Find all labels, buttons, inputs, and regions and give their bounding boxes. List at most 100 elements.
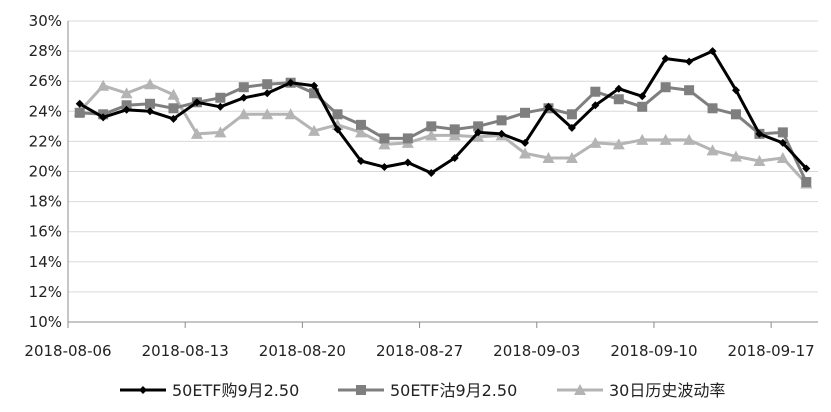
- data-point: [542, 151, 555, 163]
- y-tick-label: 16%: [29, 223, 62, 241]
- data-point: [145, 98, 156, 109]
- data-point: [402, 133, 413, 144]
- data-point: [519, 147, 532, 159]
- data-point: [284, 108, 297, 120]
- data-point: [331, 118, 344, 130]
- data-point: [565, 151, 578, 163]
- data-point: [425, 129, 438, 141]
- data-point: [591, 101, 600, 110]
- data-point: [731, 86, 740, 95]
- gridlines: [68, 20, 818, 293]
- data-point: [708, 47, 717, 56]
- data-point: [237, 108, 250, 120]
- data-point: [169, 114, 178, 123]
- data-point: [638, 92, 647, 101]
- x-tick-label: 2018-08-20: [259, 342, 346, 360]
- data-point: [614, 84, 623, 93]
- y-tick-label: 24%: [29, 102, 62, 120]
- data-point: [239, 93, 248, 102]
- data-point: [75, 99, 84, 108]
- data-point: [216, 102, 225, 111]
- data-point: [521, 138, 530, 147]
- data-point: [707, 103, 718, 114]
- data-point: [355, 119, 366, 130]
- x-tick-label: 2018-08-27: [376, 342, 463, 360]
- data-point: [427, 169, 436, 178]
- x-tick-label: 2018-09-03: [493, 342, 580, 360]
- data-point: [121, 100, 132, 111]
- data-point: [378, 138, 391, 150]
- data-point: [777, 127, 788, 138]
- data-point: [261, 108, 274, 120]
- data-point: [426, 121, 437, 132]
- data-point: [776, 151, 789, 163]
- series-line: [78, 82, 808, 185]
- series-1: [75, 47, 811, 178]
- y-tick-label: 12%: [29, 283, 62, 301]
- data-point: [567, 123, 576, 132]
- data-point: [332, 109, 343, 120]
- data-point: [637, 101, 648, 112]
- legend-item-2: 50ETF沽9月2.50: [338, 381, 517, 400]
- series-2: [74, 77, 812, 188]
- series-lines: [73, 47, 813, 189]
- data-point: [684, 85, 695, 96]
- data-point: [99, 113, 108, 122]
- data-point: [214, 126, 227, 138]
- data-point: [146, 107, 155, 116]
- data-point: [660, 82, 671, 93]
- legend-item-1: 50ETF购9月2.50: [120, 381, 299, 400]
- data-point: [801, 177, 812, 188]
- data-point: [497, 129, 506, 138]
- data-point: [544, 102, 553, 111]
- y-tick-label: 18%: [29, 193, 62, 211]
- data-point: [120, 87, 133, 99]
- data-point: [309, 88, 320, 99]
- x-tick-label: 2018-09-17: [728, 342, 815, 360]
- y-tick-label: 14%: [29, 253, 62, 271]
- legend: 50ETF购9月2.50 50ETF沽9月2.50 30日历史波动率: [120, 381, 725, 400]
- series-3: [73, 78, 813, 189]
- data-point: [308, 124, 321, 136]
- data-point: [262, 79, 273, 90]
- data-point: [263, 89, 272, 98]
- data-point: [74, 107, 85, 118]
- data-point: [190, 127, 203, 139]
- data-point: [122, 105, 131, 114]
- data-point: [97, 79, 110, 91]
- data-point: [729, 150, 742, 162]
- data-point: [636, 133, 649, 145]
- data-point: [590, 86, 601, 97]
- y-tick-label: 10%: [29, 313, 62, 331]
- data-point: [472, 130, 485, 142]
- data-point: [755, 129, 764, 138]
- data-point: [685, 57, 694, 66]
- data-point: [380, 162, 389, 171]
- legend-label: 50ETF沽9月2.50: [390, 381, 517, 400]
- y-tick-label: 28%: [29, 42, 62, 60]
- legend-label: 30日历史波动率: [609, 381, 725, 400]
- data-point: [450, 153, 459, 162]
- data-point: [474, 128, 483, 137]
- y-axis-tick-labels: 10% 12% 14% 16% 18% 20% 22% 24% 26% 28% 30%: [29, 12, 62, 331]
- y-tick-label: 26%: [29, 72, 62, 90]
- axes: [67, 21, 818, 328]
- data-point: [566, 109, 577, 120]
- data-point: [215, 92, 226, 103]
- data-point: [333, 125, 342, 134]
- data-point: [496, 115, 507, 126]
- data-point: [778, 138, 787, 147]
- x-tick-label: 2018-09-10: [610, 342, 697, 360]
- x-tick-label: 2018-08-13: [142, 342, 229, 360]
- y-tick-label: 22%: [29, 132, 62, 150]
- data-point: [753, 154, 766, 166]
- data-point: [379, 133, 390, 144]
- legend-label: 50ETF购9月2.50: [172, 381, 299, 400]
- data-point: [286, 78, 295, 87]
- data-point: [167, 88, 180, 100]
- data-point: [139, 386, 147, 394]
- data-point: [144, 78, 157, 90]
- data-point: [356, 156, 365, 165]
- y-tick-label: 20%: [29, 163, 62, 181]
